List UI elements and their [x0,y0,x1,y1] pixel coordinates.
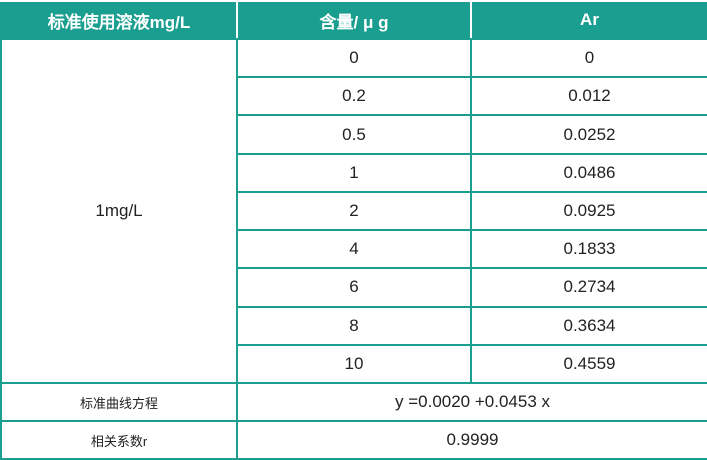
header-row: 标准使用溶液mg/L 含量/ μ g Ar [0,0,707,40]
data-row: 0.5 0.0252 [1,114,707,155]
absorbance-cell: 0 [470,37,707,79]
data-row: 2 0.0925 [1,190,707,232]
absorbance-cell: 0.4559 [470,343,707,385]
content-cell: 10 [236,343,472,385]
content-cell: 6 [236,267,472,308]
data-row: 8 0.3634 [1,305,707,346]
table-body: 1mg/L 0 0 0.2 0.012 0.5 0.0252 1 0.0486 2 0.0925 4 0… [0,37,707,385]
absorbance-cell: 0.012 [470,76,707,117]
solution-cell: 1mg/L [0,38,238,384]
data-row: 10 0.4559 [1,343,707,385]
header-cell: 标准使用溶液mg/L [0,0,238,40]
absorbance-cell: 0.0486 [470,152,707,193]
header-cell: 含量/ μ g [236,0,472,40]
absorbance-cell: 0.0252 [470,114,707,155]
data-row: 0.2 0.012 [1,76,707,117]
equation: y =0.0020 +0.0453 x [236,382,707,422]
absorbance-cell: 0.3634 [470,305,707,346]
row-label: 相关系数r [0,420,238,460]
absorbance-cell: 0.1833 [470,229,707,270]
absorbance-cell: 0.0925 [470,190,707,232]
content-cell: 8 [236,305,472,346]
content-cell: 0.5 [236,114,472,155]
absorbance-cell: 0.2734 [470,267,707,308]
content-cell: 1 [236,152,472,193]
correlation-row: 相关系数r 0.9999 [0,420,707,460]
data-row: 6 0.2734 [1,267,707,308]
data-row: 4 0.1833 [1,229,707,270]
row-label: 标准曲线方程 [0,382,238,422]
data-row: 1mg/L 0 0 [0,37,707,384]
content-cell: 4 [236,229,472,270]
content-cell: 0 [236,37,472,79]
content-cell: 0.2 [236,76,472,117]
data-row: 1 0.0486 [1,152,707,193]
content-cell: 2 [236,190,472,232]
correlation: 0.9999 [236,420,707,460]
header-cell: Ar [470,0,707,40]
equation-row: 标准曲线方程 y =0.0020 +0.0453 x [0,382,707,422]
